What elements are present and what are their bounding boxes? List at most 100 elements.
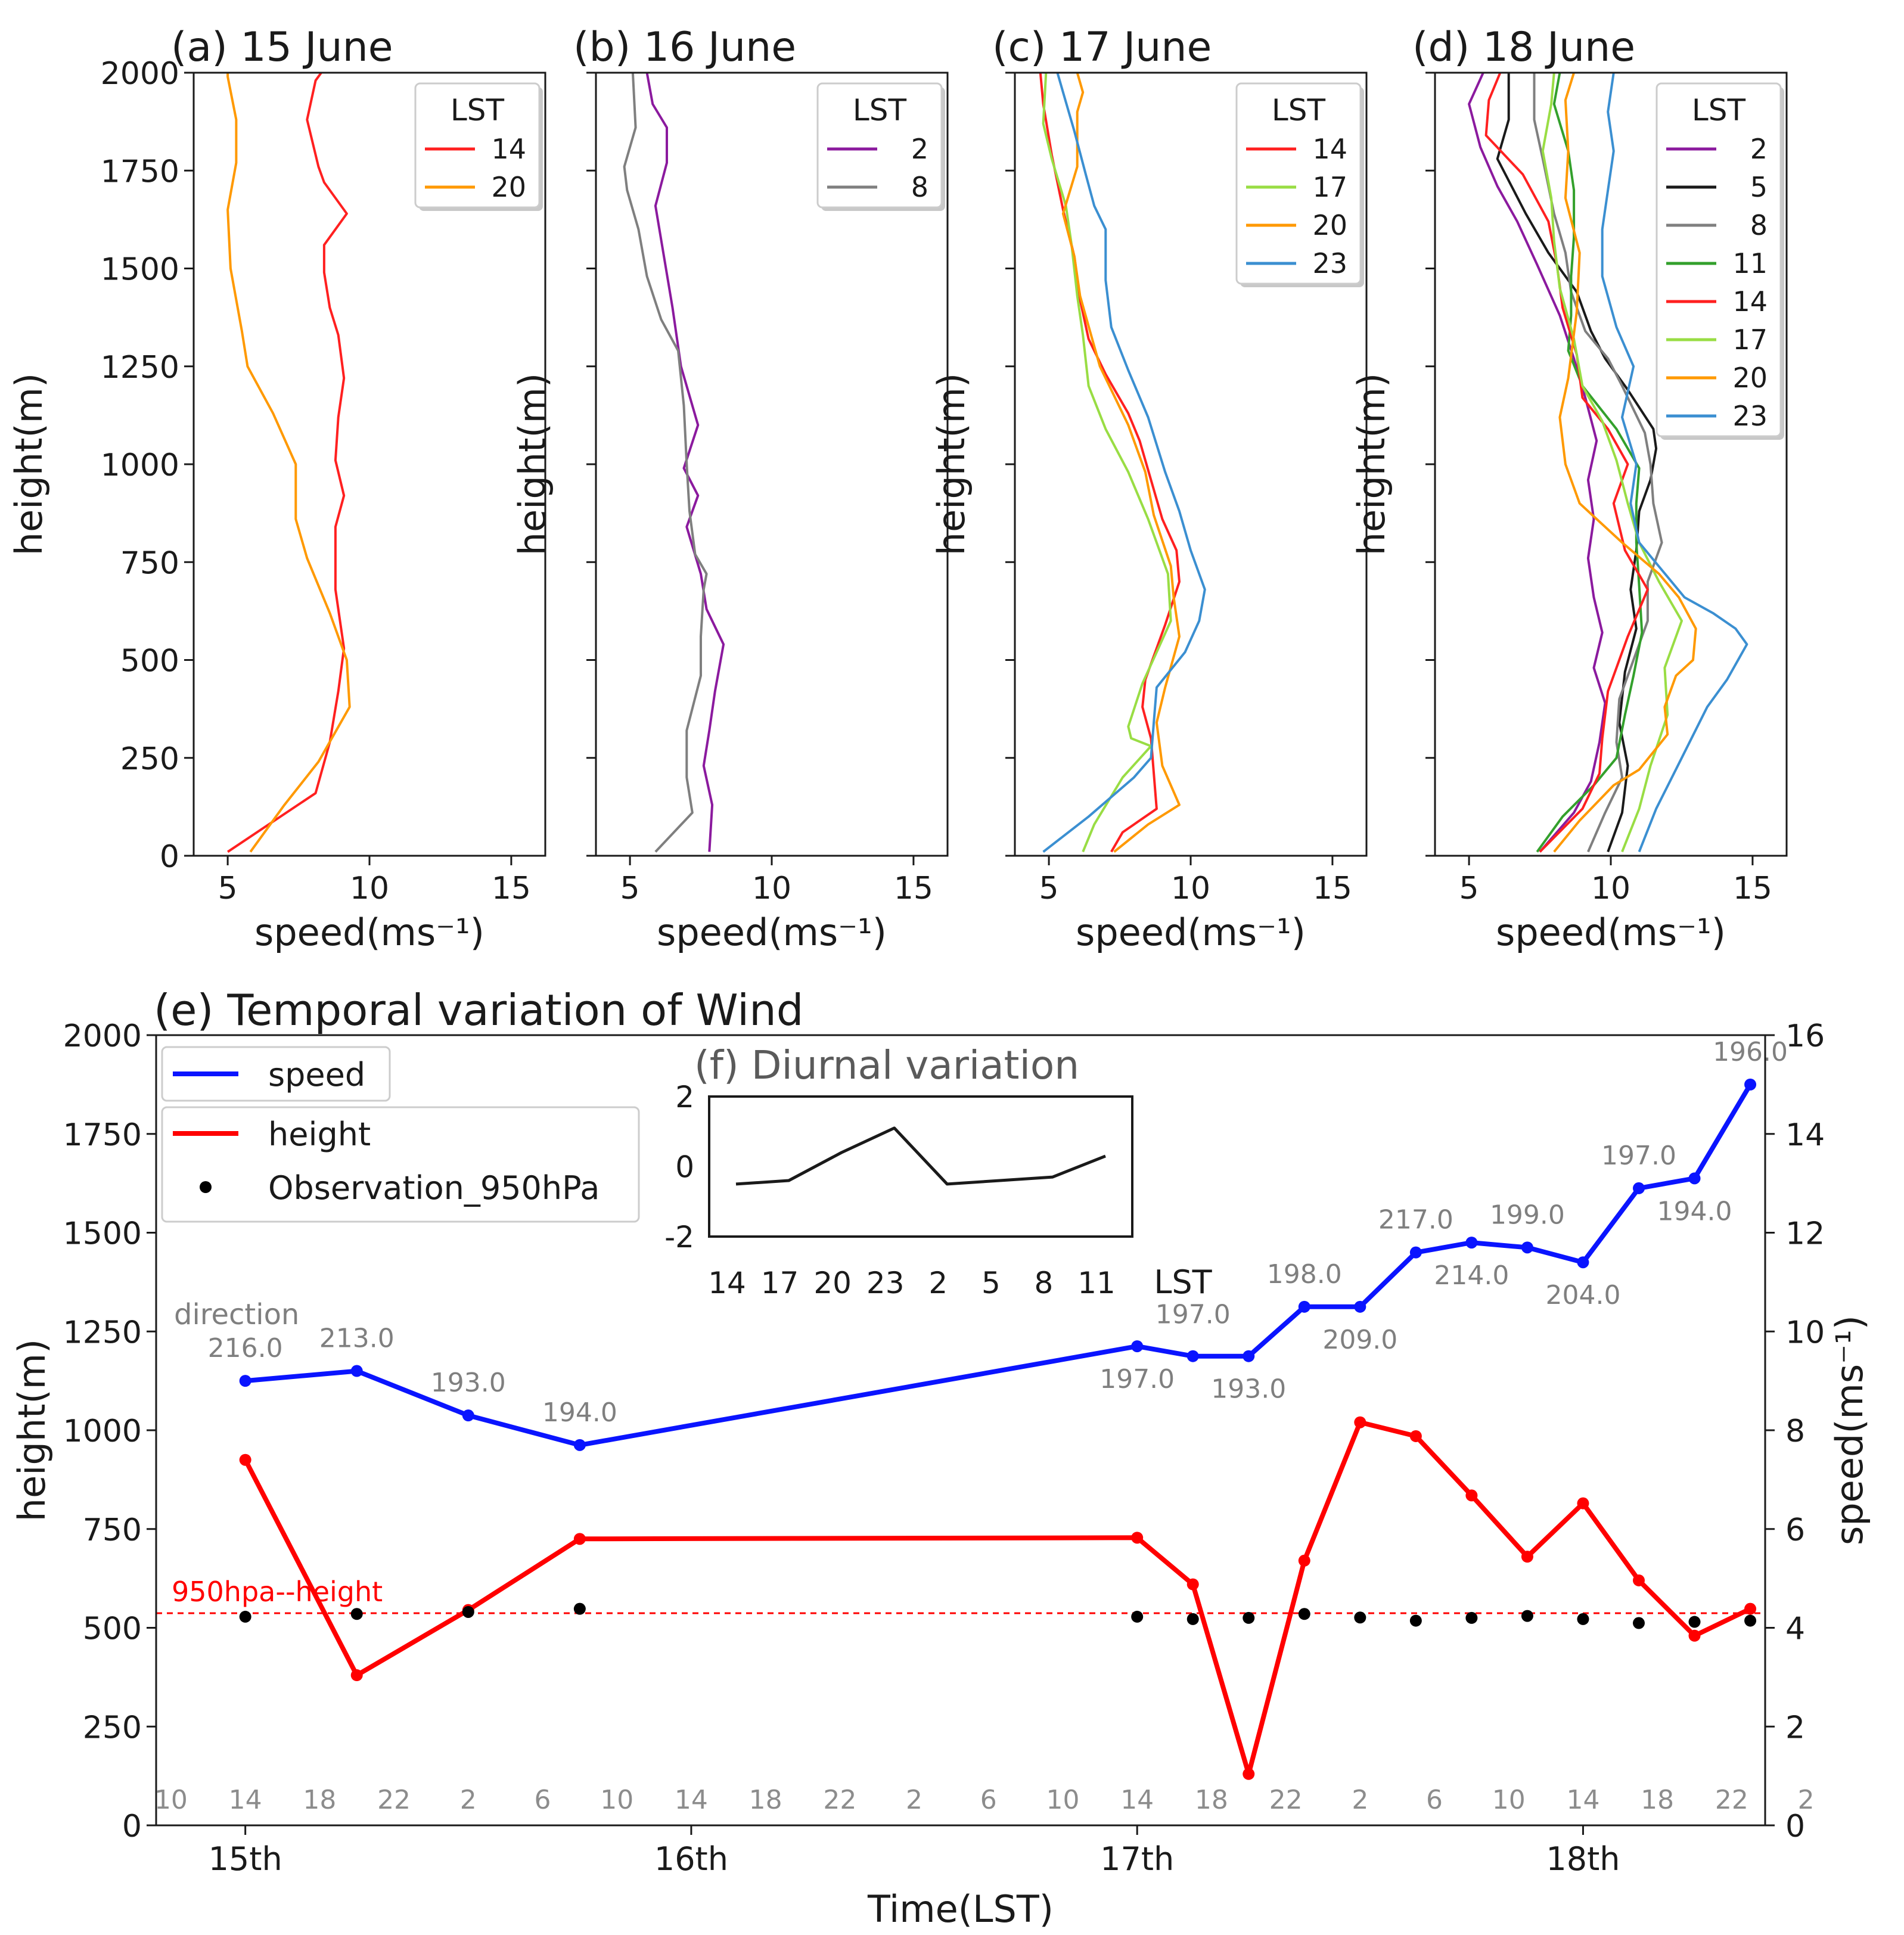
speed-point	[573, 1439, 586, 1451]
y-tick-label: 1500	[101, 252, 179, 288]
x-axis-label: speed(ms⁻¹)	[1496, 911, 1726, 954]
direction-label: 204.0	[1545, 1280, 1620, 1310]
legend-label: speed	[268, 1056, 365, 1094]
y-tick-label: 500	[83, 1611, 142, 1647]
legend-label: 2	[1750, 133, 1768, 165]
height-point	[1632, 1574, 1645, 1586]
day-label: 17th	[1100, 1840, 1174, 1878]
day-label: 18th	[1546, 1840, 1620, 1878]
y-tick-label: 750	[83, 1512, 142, 1548]
inset-x-label: 8	[1035, 1266, 1054, 1300]
series-line-20	[1553, 73, 1697, 853]
hour-label: 18	[1641, 1785, 1674, 1815]
inset-y-tick-label: -2	[664, 1220, 694, 1254]
series-line-8	[623, 73, 708, 853]
direction-label: 209.0	[1322, 1325, 1397, 1355]
legend-label: 23	[1312, 247, 1347, 279]
hour-label: 22	[377, 1785, 411, 1815]
x-tick-label: 10	[1591, 871, 1630, 906]
y-right-tick-label: 14	[1785, 1117, 1825, 1153]
speed-line	[245, 1083, 1753, 1448]
y-tick-label: 2000	[101, 56, 179, 92]
hour-label: 18	[303, 1785, 336, 1815]
x-tick-label: 5	[620, 871, 640, 906]
hour-label: 10	[1046, 1785, 1079, 1815]
speed-point	[350, 1365, 363, 1377]
series-line-23	[1042, 73, 1206, 853]
speed-point	[1744, 1078, 1757, 1091]
inset-x-label: 2	[928, 1266, 948, 1300]
series-line-14	[1484, 73, 1649, 853]
legend-label: 14	[1732, 285, 1768, 318]
panel-title: (a) 15 June	[171, 24, 393, 71]
legend: speed height Observation_950hPa	[161, 1046, 640, 1223]
direction-caption: direction	[174, 1298, 299, 1331]
y-tick-label: 1000	[63, 1414, 142, 1449]
series-line-23	[1601, 73, 1748, 853]
legend-box	[1655, 82, 1782, 437]
legend-box-height	[161, 1106, 640, 1223]
hour-label: 14	[1566, 1785, 1599, 1815]
height-point	[573, 1533, 586, 1545]
y-right-tick-label: 8	[1785, 1414, 1805, 1449]
height-point	[1521, 1551, 1533, 1563]
y-right-tick-label: 16	[1785, 1018, 1825, 1054]
observation-point	[573, 1602, 586, 1615]
hour-label: 14	[675, 1785, 708, 1815]
day-label: 15th	[209, 1840, 282, 1878]
direction-label: 213.0	[319, 1324, 395, 1354]
hour-label: 6	[534, 1785, 551, 1815]
inset-x-label: 23	[866, 1266, 905, 1300]
hour-label: 10	[1492, 1785, 1526, 1815]
y-axis-label: height(m)	[7, 373, 51, 555]
direction-label: 194.0	[542, 1397, 617, 1428]
observation-point	[1744, 1614, 1757, 1627]
series-group	[623, 73, 725, 853]
inset-title: (f) Diurnal variation	[694, 1042, 1079, 1088]
hour-label: 2	[1798, 1785, 1815, 1815]
series-line-20	[1061, 73, 1181, 853]
observation-point	[462, 1605, 474, 1618]
y-right-tick-label: 2	[1785, 1710, 1805, 1745]
observation-point	[1354, 1611, 1366, 1624]
speed-point	[1131, 1340, 1144, 1353]
legend-label: 20	[1312, 209, 1347, 241]
y-tick-label: 2000	[63, 1018, 142, 1054]
legend-label: 5	[1750, 171, 1768, 203]
y-tick-label: 0	[122, 1809, 142, 1844]
hour-label: 22	[823, 1785, 856, 1815]
x-tick-label: 10	[350, 871, 389, 906]
legend-label: 17	[1732, 324, 1768, 356]
speed-point	[1577, 1256, 1589, 1269]
series-line-2	[1468, 73, 1607, 853]
series-group	[226, 73, 351, 853]
speed-point	[239, 1375, 251, 1387]
diurnal-line	[735, 1126, 1106, 1186]
direction-label: 197.0	[1601, 1141, 1676, 1171]
hour-label: 22	[1715, 1785, 1748, 1815]
y-tick-label: 1750	[63, 1117, 142, 1153]
plot-frame	[1434, 72, 1788, 857]
speed-point	[1632, 1182, 1645, 1194]
speed-point	[1521, 1241, 1533, 1254]
legend-swatch-observation	[200, 1181, 212, 1193]
series-line-5	[1496, 73, 1658, 853]
height-point	[1409, 1430, 1422, 1442]
direction-label: 199.0	[1490, 1200, 1565, 1230]
y-tick-label: 1250	[101, 350, 179, 386]
hour-label: 18	[1195, 1785, 1228, 1815]
hour-label: 2	[460, 1785, 477, 1815]
legend-label: 20	[1732, 362, 1768, 394]
direction-label: 216.0	[208, 1333, 283, 1363]
y-right-tick-label: 4	[1785, 1611, 1805, 1647]
y-right-axis-label: speed(ms⁻¹)	[1828, 1315, 1871, 1545]
inset-x-label: 5	[981, 1266, 1001, 1300]
legend-label: 14	[491, 133, 526, 165]
plot-frame	[192, 72, 546, 857]
height-point	[1465, 1489, 1478, 1502]
observation-point	[1298, 1608, 1310, 1620]
